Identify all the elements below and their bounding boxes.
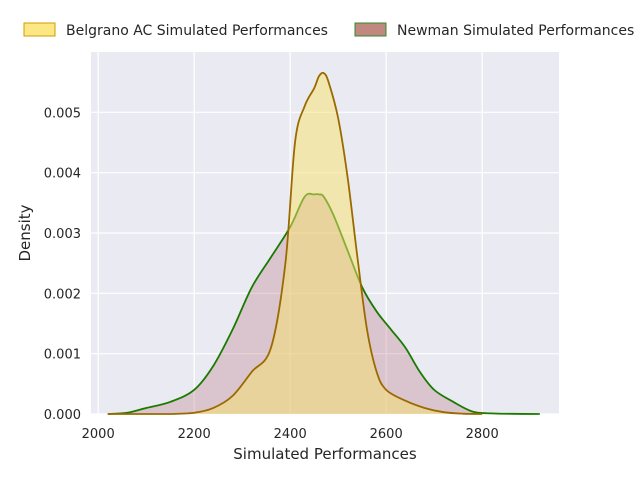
x-tick-label: 2000 [82,427,115,442]
series-line-belgrano [107,71,483,415]
legend-swatch-belgrano [23,22,56,37]
y-tick-label: 0.000 [44,408,81,423]
y-tick-label: 0.002 [44,287,81,302]
series-areas [107,71,540,415]
y-tick-label: 0.004 [44,167,81,182]
legend: Belgrano AC Simulated Performances Newma… [23,22,634,39]
x-tick-label: 2600 [370,427,403,442]
legend-swatch-newman [354,22,387,37]
y-tick-label: 0.005 [44,106,81,121]
y-tick-label: 0.001 [44,348,81,363]
legend-label-belgrano: Belgrano AC Simulated Performances [66,23,328,39]
tick-labels: 2000 2200 2400 2600 2800 0.000 0.001 0.002 0.003… [44,106,499,442]
x-axis-label: Simulated Performances [233,445,417,463]
series-area-belgrano [107,72,483,414]
y-axis-label: Density [16,204,34,261]
x-tick-label: 2400 [274,427,307,442]
legend-label-newman: Newman Simulated Performances [397,23,634,39]
x-tick-label: 2200 [178,427,211,442]
y-tick-label: 0.003 [44,227,81,242]
x-tick-label: 2800 [466,427,499,442]
